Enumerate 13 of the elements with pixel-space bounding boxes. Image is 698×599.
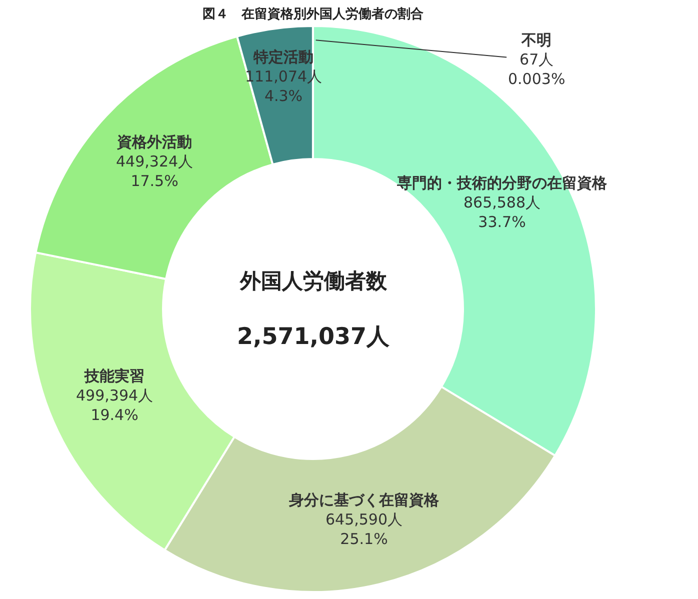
data-label: 449,324人 17.5% [116,152,194,190]
chart-title: 図４ 在留資格別外国人労働者の割合 [202,6,424,22]
slice-label: 不明 [520,31,552,49]
text: 外国人労働者数 [239,269,388,293]
data-label: 499,394人 19.4% [76,386,154,424]
slice-label: 資格外活動 [116,133,192,151]
data-label: 67人 0.003% [508,50,566,88]
data-label: 645,590人 25.1% [325,510,403,548]
slice-label: 技能実習 [84,367,145,385]
data-label: 865,588人 33.7% [463,194,541,231]
slice-label: 専門的・技術的分野の在留資格 [396,174,608,192]
text: 2,571,037人 [237,324,390,350]
slice-label: 身分に基づく在留資格 [288,491,440,509]
